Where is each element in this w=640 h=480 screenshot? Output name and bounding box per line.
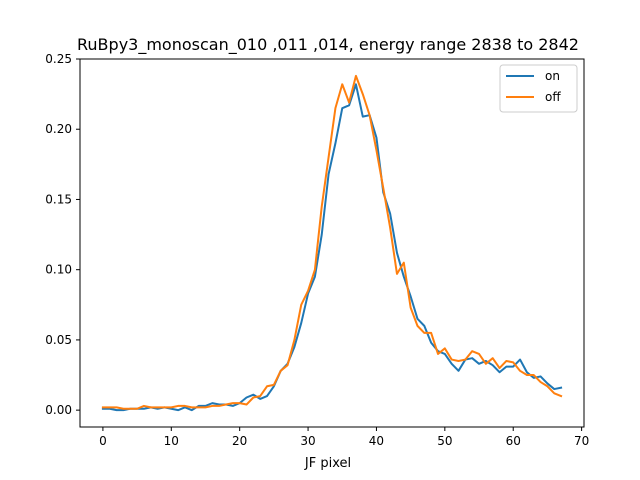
x-axis-label: JF pixel [304,456,351,471]
x-tick-label: 70 [574,434,589,448]
x-tick-label: 0 [99,434,107,448]
legend-label-on: on [545,69,560,83]
y-tick-label: 0.20 [45,122,72,136]
chart-title: RuBpy3_monoscan_010 ,011 ,014, energy ra… [77,35,579,55]
x-tick-label: 10 [164,434,179,448]
x-tick-label: 60 [506,434,521,448]
x-tick-label: 30 [300,434,315,448]
legend-box [499,64,578,113]
y-tick-label: 0.25 [45,52,72,66]
plot-frame [79,58,585,428]
legend-label-off: off [545,90,561,104]
legend: on off [499,64,578,113]
y-tick-label: 0.10 [45,263,72,277]
series-line-off [101,74,563,410]
y-tick-label: 0.15 [45,192,72,206]
y-tick-label: 0.00 [45,403,72,417]
x-tick-label: 20 [232,434,247,448]
plot-area [101,74,563,412]
axes: 0 10 20 30 40 50 60 70 0.00 0.05 0.10 0.15 0.20 0.25 [45,52,589,448]
x-tick-label: 50 [437,434,452,448]
x-tick-label: 40 [369,434,384,448]
y-tick-label: 0.05 [45,333,72,347]
